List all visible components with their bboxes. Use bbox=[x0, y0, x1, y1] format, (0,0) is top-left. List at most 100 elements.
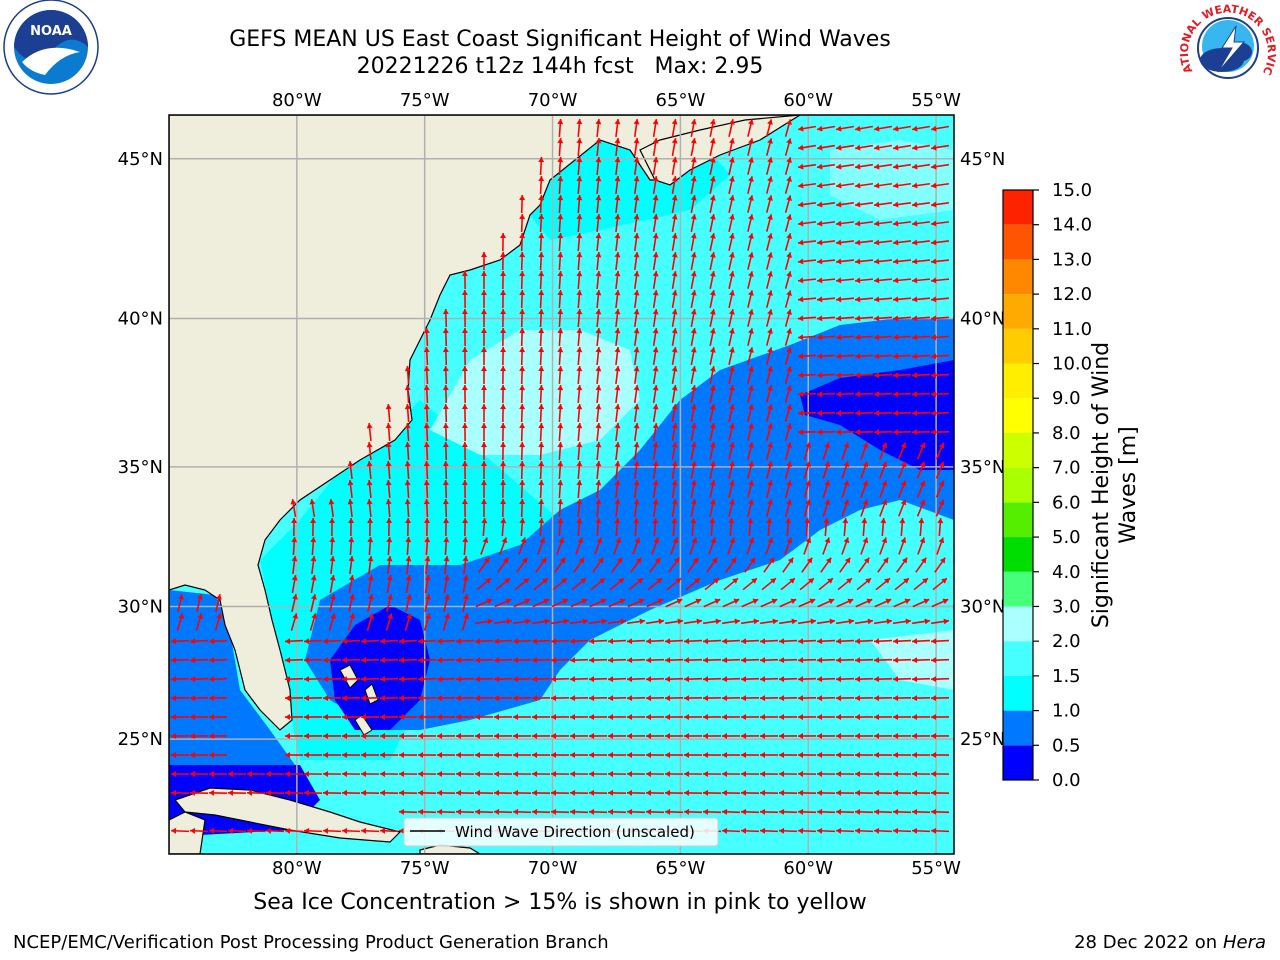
wave-arrow-995 bbox=[683, 733, 703, 740]
wave-arrow-859 bbox=[208, 676, 228, 683]
wave-arrow-797 bbox=[531, 638, 551, 645]
wave-arrow-578 bbox=[538, 517, 545, 537]
wave-arrow-853 bbox=[873, 657, 893, 664]
wave-arrow-168 bbox=[709, 252, 716, 270]
wave-arrow-1027 bbox=[569, 751, 589, 758]
colorbar-tick-label-12: 10.0 bbox=[1052, 354, 1092, 375]
wave-arrow-314 bbox=[911, 353, 931, 360]
wave-arrow-702 bbox=[894, 577, 910, 591]
wave-arrow-416 bbox=[595, 422, 602, 442]
wave-arrow-283 bbox=[854, 334, 874, 341]
wave-arrow-547 bbox=[614, 498, 621, 518]
wave-arrow-257 bbox=[892, 315, 912, 322]
wave-arrow-755 bbox=[461, 613, 470, 631]
wave-arrow-870 bbox=[474, 676, 494, 683]
wave-arrow-956 bbox=[664, 714, 684, 721]
wave-arrow-622 bbox=[708, 537, 717, 555]
wave-arrow-211 bbox=[538, 289, 545, 309]
wave-arrow-32 bbox=[765, 138, 773, 156]
wave-arrow-467 bbox=[366, 460, 373, 480]
wave-arrow-121 bbox=[747, 214, 754, 232]
wave-arrow-124 bbox=[797, 220, 817, 227]
wave-arrow-95 bbox=[690, 195, 697, 213]
wave-arrow-337 bbox=[797, 372, 817, 379]
wave-arrow-983 bbox=[455, 733, 475, 740]
wave-arrow-920 bbox=[702, 695, 722, 702]
wave-arrow-267 bbox=[557, 327, 564, 347]
wave-arrow-433 bbox=[911, 429, 931, 436]
wave-arrow-1044 bbox=[892, 751, 912, 758]
wave-arrow-589 bbox=[747, 517, 754, 537]
wave-arrow-222 bbox=[747, 290, 754, 308]
wave-arrow-1011 bbox=[208, 751, 228, 758]
wave-arrow-347 bbox=[442, 384, 449, 404]
wave-arrow-46 bbox=[614, 156, 621, 176]
wave-arrow-735 bbox=[798, 598, 816, 608]
wave-arrow-1108 bbox=[550, 789, 570, 796]
wave-arrow-413 bbox=[538, 422, 545, 442]
lon-tick-top-4: 60°W bbox=[783, 90, 833, 111]
wave-arrow-938 bbox=[322, 714, 342, 721]
wave-arrow-427 bbox=[797, 429, 817, 436]
wave-arrow-1043 bbox=[873, 751, 893, 758]
wave-arrow-365 bbox=[784, 385, 792, 403]
wave-arrow-63 bbox=[930, 163, 950, 170]
wave-arrow-362 bbox=[728, 385, 735, 403]
wave-arrow-533 bbox=[347, 498, 354, 518]
wave-arrow-609 bbox=[462, 536, 469, 556]
wave-arrow-529 bbox=[935, 480, 945, 498]
wave-arrow-1038 bbox=[778, 751, 798, 758]
wave-arrow-837 bbox=[569, 657, 589, 664]
wave-arrow-231 bbox=[911, 296, 931, 303]
wave-arrow-880 bbox=[664, 676, 684, 683]
wave-arrow-464 bbox=[916, 442, 926, 460]
wave-arrow-1076 bbox=[721, 770, 741, 777]
wave-arrow-364 bbox=[765, 385, 773, 403]
wave-arrow-272 bbox=[652, 327, 659, 347]
wave-arrow-142 bbox=[690, 233, 697, 251]
wave-arrow-383 bbox=[557, 403, 564, 423]
wave-arrow-898 bbox=[284, 695, 304, 702]
wave-arrow-615 bbox=[575, 537, 584, 555]
wave-arrow-429 bbox=[835, 429, 855, 436]
wave-arrow-780 bbox=[930, 618, 950, 625]
wave-arrow-658 bbox=[725, 557, 737, 573]
wave-arrow-761 bbox=[569, 618, 589, 625]
wave-arrow-597 bbox=[899, 517, 906, 537]
wave-arrow-555 bbox=[765, 499, 773, 517]
wave-arrow-115 bbox=[633, 213, 640, 233]
wave-arrow-1045 bbox=[911, 751, 931, 758]
wave-arrow-863 bbox=[341, 676, 361, 683]
wave-arrow-411 bbox=[500, 422, 507, 442]
wave-arrow-606 bbox=[405, 536, 412, 556]
wave-arrow-505 bbox=[481, 479, 488, 499]
wave-arrow-425 bbox=[765, 423, 773, 441]
wave-arrow-179 bbox=[911, 258, 931, 265]
wave-arrow-937 bbox=[303, 714, 323, 721]
wave-arrow-765 bbox=[645, 618, 665, 625]
colorbar-segment-7 bbox=[1003, 502, 1033, 538]
wave-arrow-884 bbox=[740, 676, 760, 683]
wave-arrow-744 bbox=[195, 613, 204, 631]
wave-arrow-94 bbox=[671, 194, 678, 214]
wave-arrow-912 bbox=[550, 695, 570, 702]
wave-arrow-953 bbox=[607, 714, 627, 721]
wave-arrow-36 bbox=[835, 144, 855, 151]
wave-arrow-334 bbox=[747, 366, 754, 384]
wave-arrow-905 bbox=[417, 695, 437, 702]
wave-arrow-448 bbox=[614, 441, 621, 461]
wave-arrow-17 bbox=[873, 125, 893, 132]
wave-arrow-43 bbox=[557, 156, 564, 176]
wave-arrow-864 bbox=[360, 676, 380, 683]
wave-arrow-209 bbox=[500, 289, 507, 309]
wave-arrow-806 bbox=[702, 638, 722, 645]
wave-arrow-700 bbox=[856, 577, 872, 591]
wave-arrow-68 bbox=[614, 175, 621, 195]
wave-arrow-694 bbox=[742, 577, 758, 591]
wave-arrow-727 bbox=[646, 598, 664, 608]
wave-arrow-1080 bbox=[797, 770, 817, 777]
wave-arrow-771 bbox=[759, 618, 779, 625]
wave-arrow-590 bbox=[766, 517, 773, 537]
wave-arrow-176 bbox=[854, 258, 874, 265]
wave-arrow-302 bbox=[690, 347, 697, 365]
